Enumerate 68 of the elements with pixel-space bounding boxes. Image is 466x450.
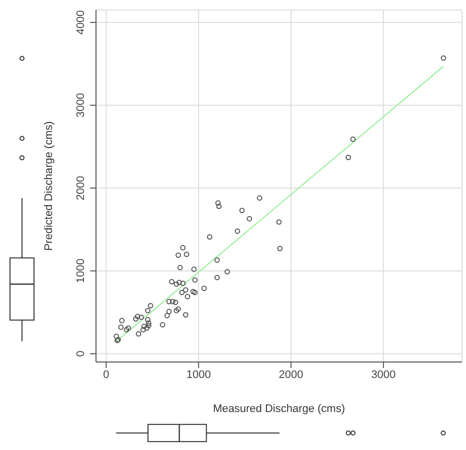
point xyxy=(350,136,356,142)
point xyxy=(134,314,140,320)
point xyxy=(174,281,180,287)
point xyxy=(182,287,188,293)
x-tick-label: 1000 xyxy=(186,368,211,381)
point xyxy=(192,277,198,283)
point xyxy=(138,314,144,320)
point xyxy=(166,308,172,314)
point xyxy=(346,154,352,160)
point xyxy=(256,195,262,201)
point xyxy=(169,278,174,284)
point xyxy=(177,264,183,270)
point xyxy=(146,322,152,328)
y-tick-label: 0 xyxy=(75,350,87,357)
y-tick-label: 3000 xyxy=(75,93,87,118)
point xyxy=(201,286,207,291)
point xyxy=(140,327,146,332)
point xyxy=(214,274,220,280)
y-tick-label: 2000 xyxy=(75,176,87,200)
point xyxy=(148,302,154,308)
x-tick-label: 0 xyxy=(103,368,110,381)
point xyxy=(246,216,252,222)
point xyxy=(224,269,230,274)
point xyxy=(141,324,147,330)
point xyxy=(119,318,125,324)
point xyxy=(176,252,181,258)
point xyxy=(172,300,178,306)
point xyxy=(126,325,132,331)
point xyxy=(133,316,138,322)
point xyxy=(164,312,170,318)
point xyxy=(215,200,221,206)
point xyxy=(118,324,124,330)
point xyxy=(182,312,188,318)
point xyxy=(184,252,190,258)
point xyxy=(191,266,197,272)
y-axis-title: Predicted Discharge (cms) xyxy=(42,121,55,251)
point xyxy=(146,320,152,326)
point xyxy=(124,327,130,332)
point xyxy=(216,204,222,209)
point xyxy=(179,290,185,296)
x-tick-label: 2000 xyxy=(278,368,304,381)
point xyxy=(145,317,150,322)
x-axis-title: Measured Discharge (cms) xyxy=(212,403,346,415)
point xyxy=(206,234,212,240)
point xyxy=(136,331,142,337)
point xyxy=(174,308,180,314)
point xyxy=(234,228,240,234)
point xyxy=(180,245,186,250)
point xyxy=(184,294,190,300)
point xyxy=(176,306,181,312)
point xyxy=(192,290,198,296)
point xyxy=(190,288,196,294)
point xyxy=(170,298,176,304)
point xyxy=(180,280,186,286)
y-tick-label: 4000 xyxy=(75,10,87,35)
point xyxy=(160,322,166,328)
point xyxy=(239,208,245,214)
point xyxy=(145,308,150,314)
point xyxy=(440,55,446,61)
point xyxy=(166,298,172,304)
y-tick-label: 1000 xyxy=(75,258,87,284)
point xyxy=(176,280,182,286)
point xyxy=(114,334,120,340)
point xyxy=(214,257,220,263)
point xyxy=(144,325,150,331)
point xyxy=(277,246,283,252)
x-tick-label: 3000 xyxy=(371,368,396,381)
point xyxy=(276,219,282,225)
